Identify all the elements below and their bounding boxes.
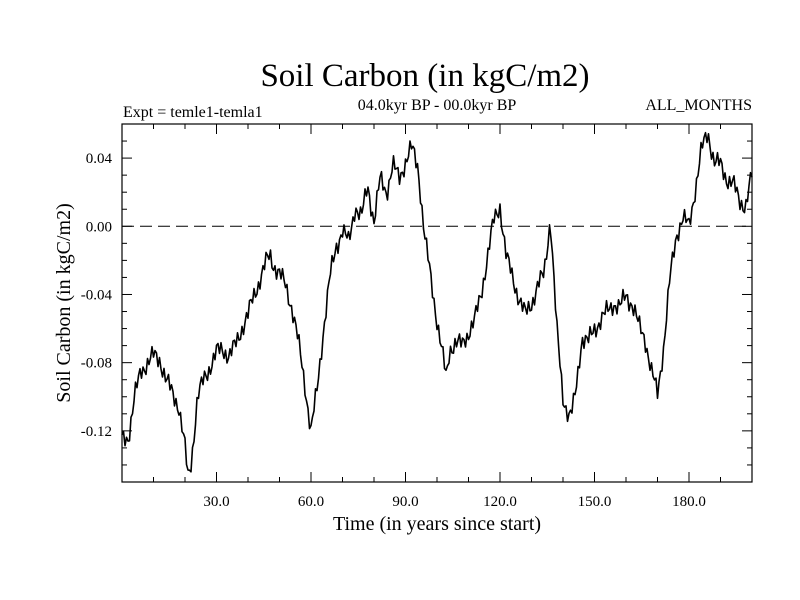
chart-title: Soil Carbon (in kgC/m2) xyxy=(260,58,589,94)
y-tick-label: -0.04 xyxy=(81,287,113,303)
months-label: ALL_MONTHS xyxy=(645,97,752,114)
x-tick-label: 90.0 xyxy=(392,494,418,510)
y-tick-label: 0.04 xyxy=(86,151,113,167)
x-tick-label: 30.0 xyxy=(203,494,229,510)
y-tick-label: -0.08 xyxy=(81,356,112,372)
x-tick-label: 180.0 xyxy=(672,494,706,510)
series-line-0 xyxy=(121,131,753,473)
plot-frame xyxy=(121,123,753,483)
time-range-label: 04.0kyr BP - 00.0kyr BP xyxy=(358,97,517,114)
x-tick-label: 120.0 xyxy=(483,494,517,510)
plot-area: 30.0 60.0 90.0 120.0 150.0 180.0 0.04 0.00 -0.04… xyxy=(81,123,753,510)
x-tick-label: 150.0 xyxy=(578,494,612,510)
y-tick-label: -0.12 xyxy=(81,424,112,440)
experiment-label: Expt = temle1-temla1 xyxy=(123,104,263,121)
y-axis-label: Soil Carbon (in kgC/m2) xyxy=(53,203,75,402)
x-tick-label: 60.0 xyxy=(298,494,324,510)
y-tick-label: 0.00 xyxy=(86,219,112,235)
x-axis-label: Time (in years since start) xyxy=(333,513,541,535)
